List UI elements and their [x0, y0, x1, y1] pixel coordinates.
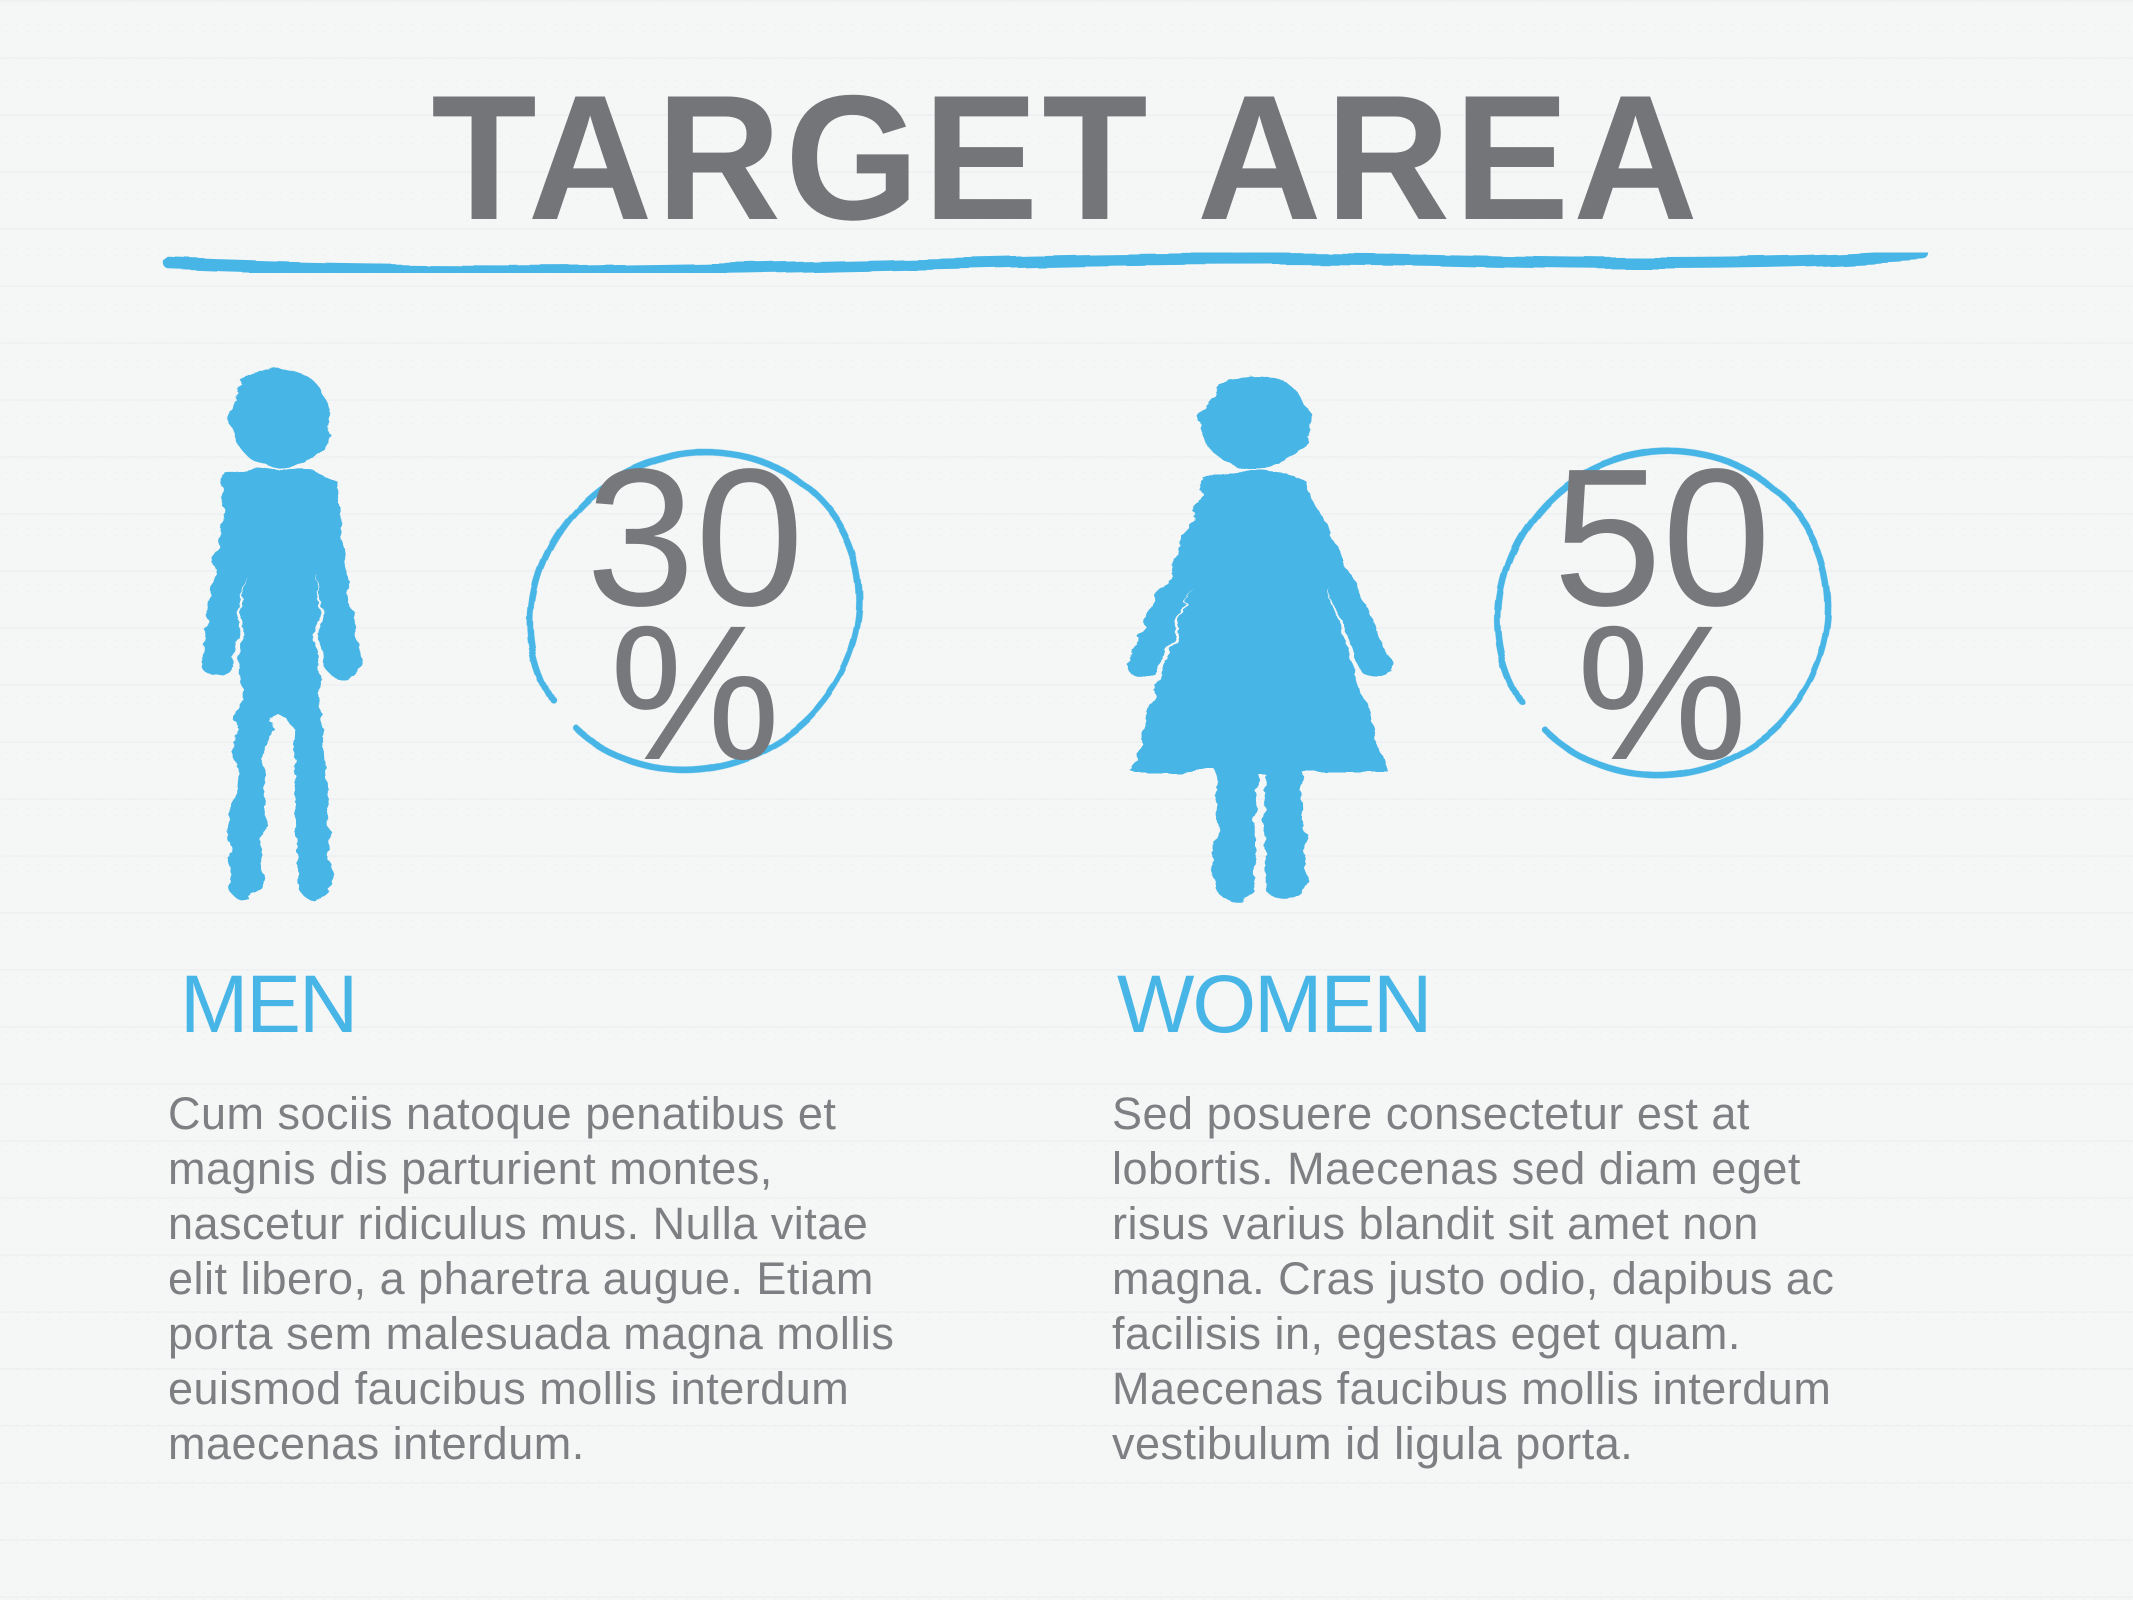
- percent-sign-men: %: [609, 585, 781, 800]
- men-description: Cum sociis natoque penatibus et magnis d…: [168, 1088, 895, 1469]
- percent-value-men: 30: [585, 428, 804, 647]
- page-title: TARGET AREA: [431, 58, 1702, 257]
- percent-sign-women: %: [1576, 585, 1748, 800]
- man-figure-icon: [201, 368, 359, 899]
- percent-value-women: 50: [1552, 428, 1771, 647]
- title-underline: [164, 249, 1931, 277]
- percent-circle-women: [1494, 447, 1832, 779]
- woman-figure-icon: [1127, 375, 1393, 900]
- women-label: WOMEN: [1117, 959, 1432, 1050]
- percent-circle-men: [527, 448, 863, 774]
- men-label: MEN: [180, 959, 358, 1050]
- women-description: Sed posuere consectetur est at lobortis.…: [1112, 1088, 1835, 1469]
